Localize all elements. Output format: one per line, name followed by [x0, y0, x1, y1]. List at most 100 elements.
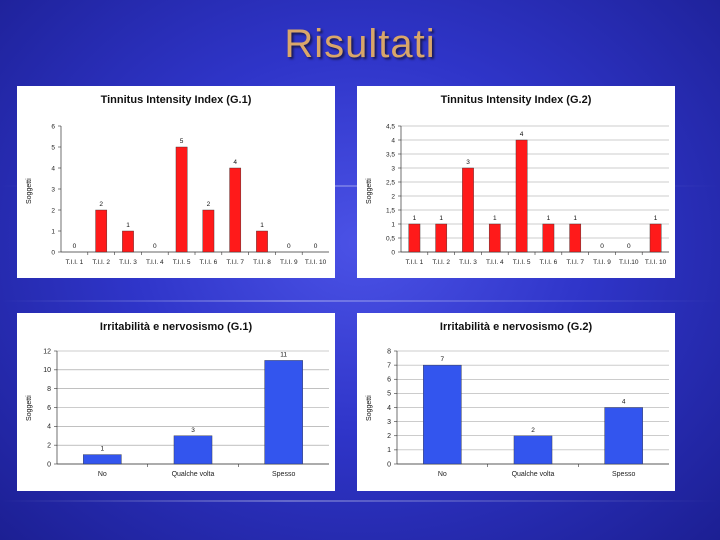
- y-tick-label: 0,5: [386, 235, 395, 242]
- data-label: 1: [126, 222, 130, 229]
- bar: [649, 223, 662, 253]
- bar: [229, 167, 242, 253]
- bar: [513, 435, 553, 465]
- data-label: 4: [233, 159, 237, 166]
- y-tick-label: 3,5: [386, 151, 395, 158]
- y-tick-label: 4: [47, 424, 51, 431]
- chart-title: Irritabilità e nervosismo (G.1): [99, 321, 253, 333]
- data-label: 0: [287, 243, 291, 250]
- bar: [423, 364, 462, 465]
- y-tick-label: 5: [387, 391, 391, 398]
- x-tick-label: T.I.I. 1: [406, 259, 424, 266]
- y-tick-label: 2: [387, 433, 391, 440]
- bar: [569, 223, 582, 253]
- x-tick-label: Spesso: [612, 471, 635, 478]
- data-label: 5: [180, 138, 184, 145]
- x-tick-label: No: [98, 471, 107, 478]
- x-tick-label: T.I.I. 10: [305, 259, 327, 266]
- y-tick-label: 4: [51, 165, 55, 172]
- x-tick-label: T.I.I. 6: [540, 259, 558, 266]
- bar: [515, 139, 528, 253]
- y-tick-label: 3: [387, 419, 391, 426]
- chart-title: Tinnitus Intensity Index (G.1): [100, 94, 252, 106]
- x-tick-label: T.I.I. 4: [486, 259, 504, 266]
- data-label: 0: [600, 243, 604, 250]
- chart-svg: 0 1 2 3 4 5 6 7 8 7 No 2 Qualche volta 4 Spesso: [387, 348, 669, 478]
- bar: [202, 209, 215, 253]
- x-tick-label: No: [438, 471, 447, 478]
- y-tick-label: 8: [47, 386, 51, 393]
- data-label: 1: [101, 446, 105, 453]
- y-tick-label: 1: [387, 447, 391, 454]
- x-tick-label: T.I.I. 7: [566, 259, 584, 266]
- y-tick-label: 3: [51, 186, 55, 193]
- data-label: 0: [314, 243, 318, 250]
- x-tick-label: T.I.I. 8: [253, 259, 271, 266]
- y-tick-label: 2: [51, 207, 55, 214]
- data-label: 7: [441, 356, 445, 363]
- chart-panel-tii-g1: Tinnitus Intensity Index (G.1) Soggetti …: [17, 86, 335, 278]
- y-tick-label: 10: [43, 367, 51, 374]
- chart-panel-irritabilita-g1: Irritabilità e nervosismo (G.1) Soggetti…: [17, 313, 335, 491]
- x-tick-label: T.I.I. 2: [432, 259, 450, 266]
- x-tick-label: T.I.I. 5: [173, 259, 191, 266]
- background-streak: [0, 500, 720, 502]
- y-tick-label: 2,5: [386, 179, 395, 186]
- x-tick-label: Qualche volta: [512, 471, 555, 478]
- data-label: 0: [153, 243, 157, 250]
- data-label: 1: [573, 215, 577, 222]
- chart-svg: 0 1 2 3 4 5 6 0 T.I.I. 1 2 T.I.I. 2 1 T.I.I. 3 0 T.I.I…: [51, 123, 329, 266]
- x-tick-label: T.I.I. 9: [593, 259, 611, 266]
- bar: [256, 230, 268, 253]
- x-tick-label: T.I.I. 4: [146, 259, 164, 266]
- y-tick-label: 4,5: [386, 123, 395, 130]
- y-tick-label: 1,5: [386, 207, 395, 214]
- x-tick-label: T.I.I. 9: [280, 259, 298, 266]
- x-tick-label: T.I.I. 1: [66, 259, 84, 266]
- y-tick-label: 4: [391, 137, 395, 144]
- data-label: 11: [280, 351, 287, 358]
- data-label: 4: [520, 131, 524, 138]
- x-tick-label: T.I.I. 10: [645, 259, 667, 266]
- y-tick-label: 3: [391, 165, 395, 172]
- y-tick-label: 0: [391, 249, 395, 256]
- chart-svg: 0 2 4 6 8 10 12 1 No 3 Qualche volta 11 Spesso: [43, 348, 329, 478]
- y-tick-label: 6: [47, 405, 51, 412]
- x-tick-label: T.I.I. 3: [119, 259, 137, 266]
- y-tick-label: 0: [47, 461, 51, 468]
- data-label: 2: [531, 427, 535, 434]
- x-tick-label: Qualche volta: [172, 471, 215, 478]
- x-tick-label: T.I.I. 2: [92, 259, 110, 266]
- slide-title: Risultati: [284, 22, 436, 66]
- y-tick-label: 4: [387, 405, 391, 412]
- bar: [95, 209, 108, 253]
- y-tick-label: 0: [51, 249, 55, 256]
- data-label: 1: [654, 215, 658, 222]
- chart-title: Tinnitus Intensity Index (G.2): [440, 94, 592, 106]
- x-tick-label: T.I.I. 7: [226, 259, 244, 266]
- data-label: 1: [547, 215, 551, 222]
- data-label: 3: [191, 427, 195, 434]
- bar: [83, 454, 122, 465]
- chart-panel-tii-g2: Tinnitus Intensity Index (G.2) Soggetti …: [357, 86, 675, 278]
- bar: [462, 167, 474, 253]
- data-label: 1: [439, 215, 443, 222]
- bar: [604, 407, 643, 465]
- x-tick-label: T.I.I. 6: [200, 259, 218, 266]
- bar: [264, 360, 303, 465]
- bar: [408, 223, 421, 253]
- x-tick-label: T.I.I. 3: [459, 259, 477, 266]
- y-tick-label: 6: [387, 377, 391, 384]
- background-streak: [0, 300, 720, 302]
- data-label: 4: [622, 399, 626, 406]
- chart-svg: 0 0,5 1 1,5 2 2,5 3 3,5 4 4,5 1 T.I.I. 1 1 T.I.I. 2 3 T…: [386, 123, 669, 266]
- data-label: 0: [73, 243, 77, 250]
- bar: [173, 435, 213, 465]
- data-label: 1: [260, 222, 264, 229]
- y-tick-label: 0: [387, 461, 391, 468]
- y-tick-label: 2: [391, 193, 395, 200]
- data-label: 3: [466, 159, 470, 166]
- y-tick-label: 12: [43, 348, 51, 355]
- y-tick-label: 8: [387, 348, 391, 355]
- bar: [435, 223, 448, 253]
